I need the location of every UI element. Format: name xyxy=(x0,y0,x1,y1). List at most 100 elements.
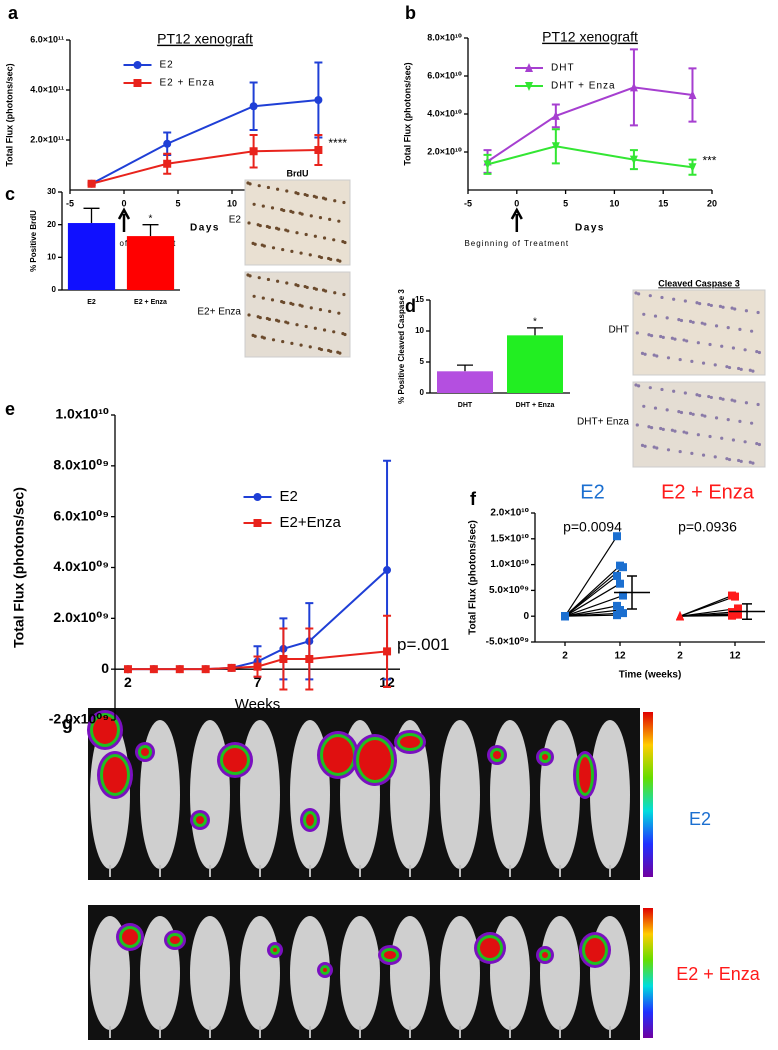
bar xyxy=(507,335,563,393)
point xyxy=(87,179,96,188)
cell xyxy=(332,238,336,242)
series-line xyxy=(487,145,693,169)
point xyxy=(613,601,621,610)
point xyxy=(175,665,184,674)
cell xyxy=(696,433,700,437)
cell xyxy=(730,398,734,402)
signal xyxy=(323,737,353,773)
legend-label: DHT + Enza xyxy=(551,81,616,92)
cell xyxy=(337,311,341,315)
panel-letter: b xyxy=(405,3,416,23)
cell xyxy=(262,244,266,248)
cell xyxy=(748,460,752,464)
cell xyxy=(691,320,695,324)
cell xyxy=(338,351,342,355)
x-tick-label: E2 xyxy=(87,299,96,306)
cell xyxy=(757,350,762,355)
mouse xyxy=(590,720,630,869)
cell xyxy=(744,401,749,405)
cell xyxy=(670,336,674,340)
cell xyxy=(743,348,747,352)
y-tick-label: 2.0×10¹⁰ xyxy=(490,508,529,519)
point xyxy=(613,571,621,580)
cell xyxy=(308,345,312,349)
signal xyxy=(306,814,314,826)
cell xyxy=(252,202,256,206)
cell xyxy=(695,301,699,305)
legend-marker xyxy=(525,82,533,91)
legend-label: DHT xyxy=(551,63,575,74)
mouse xyxy=(440,720,480,869)
cell xyxy=(267,225,272,229)
cell xyxy=(708,434,712,439)
signal xyxy=(400,736,420,748)
mouse-tail xyxy=(159,865,161,877)
y-tick-label: 1.0x10¹⁰ xyxy=(55,406,109,422)
cell xyxy=(727,457,732,462)
cell xyxy=(688,319,693,324)
image-title: BrdU xyxy=(287,168,309,178)
cell xyxy=(290,249,294,253)
pair-line xyxy=(564,575,618,617)
series-line xyxy=(91,149,319,185)
cell xyxy=(683,299,687,303)
cell xyxy=(270,298,275,302)
mouse-tail xyxy=(309,1026,311,1038)
pair-line xyxy=(679,615,733,617)
cell xyxy=(271,246,276,250)
cell xyxy=(640,351,645,355)
mouse-tail xyxy=(409,1026,411,1038)
legend-label: E2+Enza xyxy=(280,514,342,531)
cell xyxy=(277,319,281,323)
y-tick-label: 0 xyxy=(101,660,109,676)
y-axis-label: % Positive BrdU xyxy=(29,210,38,272)
x-axis-label: Days xyxy=(575,223,605,234)
arrow xyxy=(117,207,131,232)
color-bar xyxy=(643,712,653,877)
cell xyxy=(318,308,323,312)
signal xyxy=(103,757,127,793)
cell xyxy=(258,316,262,320)
image-label: E2 + Enza xyxy=(676,964,761,984)
mouse-tail xyxy=(509,1026,511,1038)
group-title: E2 xyxy=(580,481,604,503)
cell xyxy=(661,427,665,431)
point xyxy=(629,82,638,92)
color-bar xyxy=(643,908,653,1038)
panel-letter: f xyxy=(470,489,477,509)
mouse-tail xyxy=(209,1026,211,1038)
cell xyxy=(718,396,723,400)
point xyxy=(305,655,314,663)
cell xyxy=(649,334,654,338)
cell xyxy=(713,363,717,367)
cell xyxy=(726,326,730,330)
cell xyxy=(309,214,313,218)
pair-line xyxy=(564,614,618,617)
cell xyxy=(666,356,671,360)
cell xyxy=(314,287,318,291)
cell xyxy=(701,453,706,457)
cell xyxy=(721,305,725,309)
x-tick-label: 5 xyxy=(563,198,568,208)
cell xyxy=(709,395,713,400)
mouse-tail xyxy=(109,1026,111,1038)
signal xyxy=(359,740,391,780)
cell xyxy=(291,302,295,306)
mouse-tail xyxy=(459,1026,461,1038)
cell xyxy=(318,216,323,220)
cell xyxy=(683,391,687,395)
x-axis-label: Time (weeks) xyxy=(619,670,682,681)
y-axis-label: % Positive Cleaved Caspase 3 xyxy=(397,289,406,404)
cell xyxy=(700,321,704,325)
cell xyxy=(337,219,341,223)
image-label: DHT+ Enza xyxy=(577,417,629,428)
mouse-tail xyxy=(409,865,411,877)
cell xyxy=(700,413,704,417)
cell xyxy=(685,431,689,435)
cell xyxy=(743,440,747,444)
cell xyxy=(739,367,743,371)
cell xyxy=(737,366,741,371)
y-tick-label: 1.5×10¹⁰ xyxy=(490,533,529,544)
cell xyxy=(322,328,327,332)
